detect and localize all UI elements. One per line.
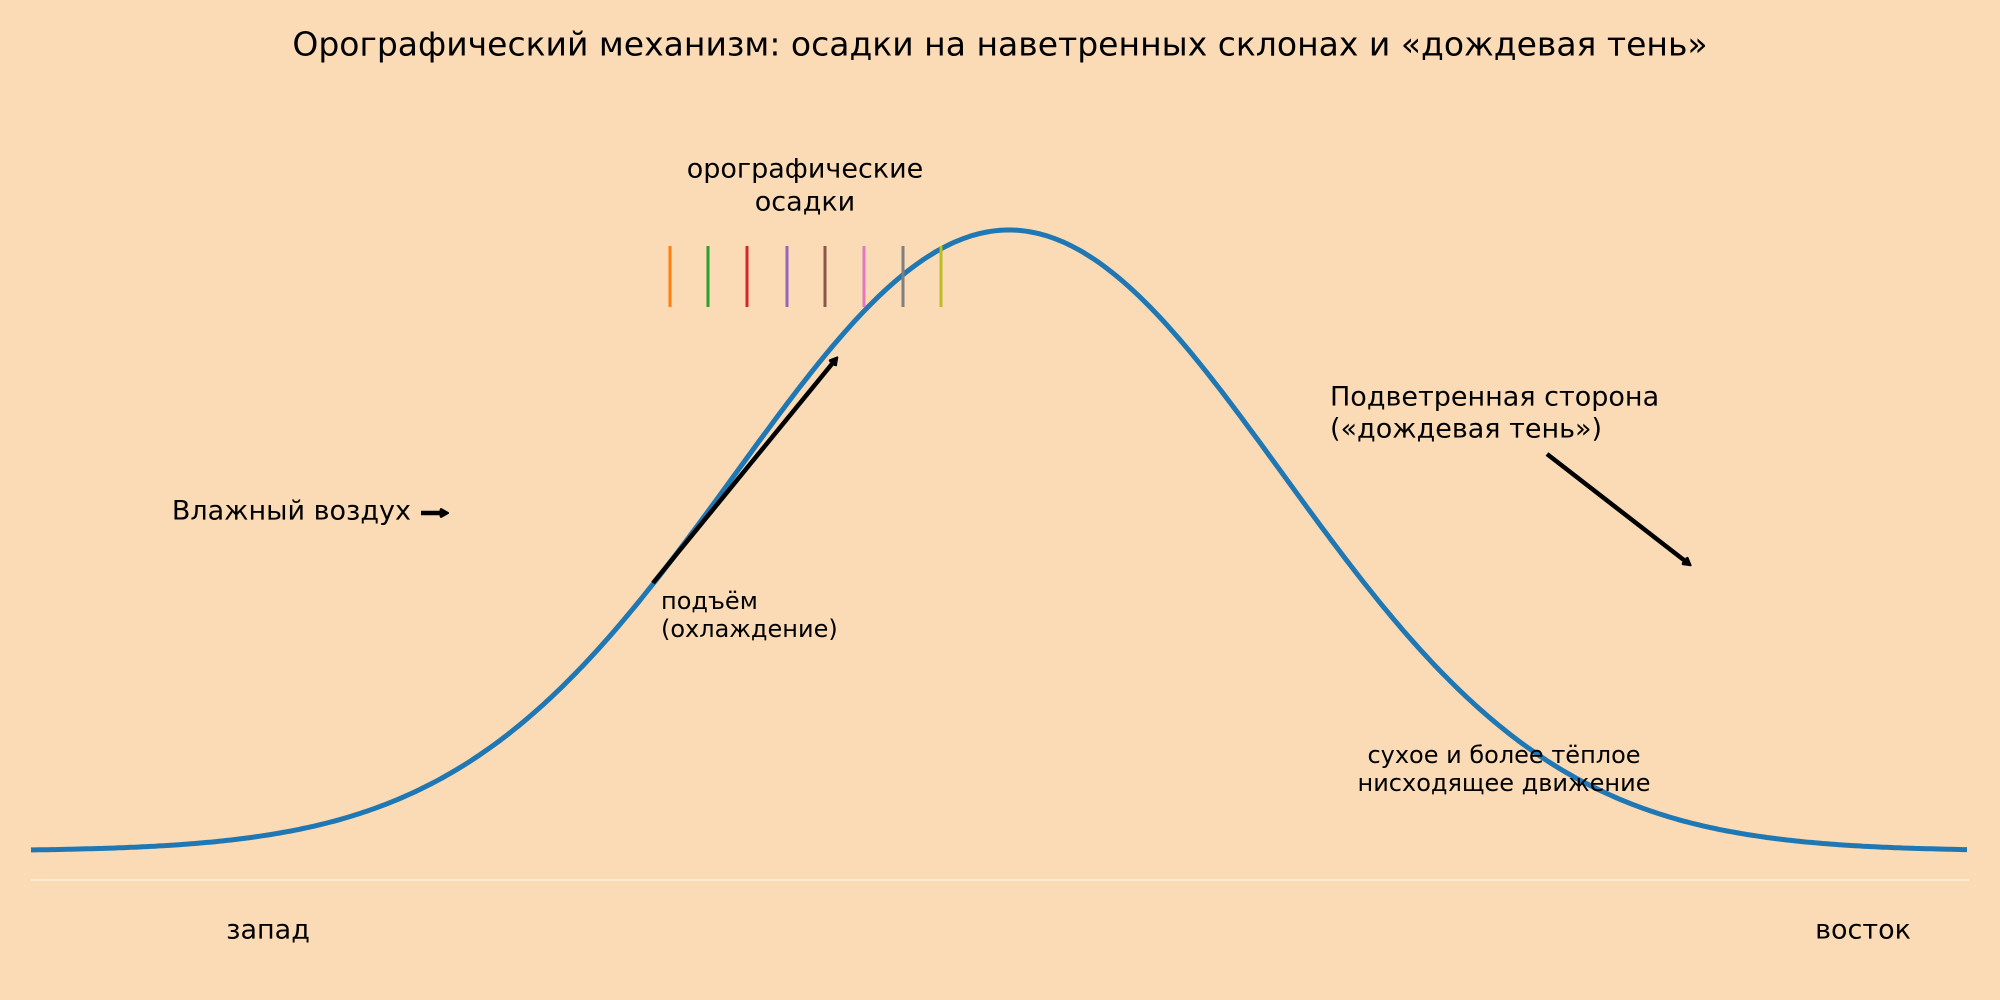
rain-streaks <box>668 246 943 307</box>
leeward-label: Подветренная сторона <box>1330 382 1659 413</box>
rise-label: подъём <box>661 587 758 615</box>
descent-label: нисходящее движение <box>1358 769 1651 797</box>
mountain-profile <box>31 227 1967 853</box>
rise-arrow <box>651 359 836 585</box>
title: Орографический механизм: осадки на навет… <box>292 25 1707 64</box>
rise-label: (охлаждение) <box>661 615 838 643</box>
descent-arrow <box>1545 452 1689 564</box>
precipitation-label: осадки <box>755 187 855 218</box>
leeward-label: («дождевая тень») <box>1330 414 1602 445</box>
east-label: восток <box>1815 915 1911 946</box>
precipitation-label: орографические <box>687 154 924 185</box>
west-label: запад <box>226 915 310 946</box>
descent-label: сухое и более тёплое <box>1367 741 1640 769</box>
moist-air-label: Влажный воздух <box>172 496 411 527</box>
